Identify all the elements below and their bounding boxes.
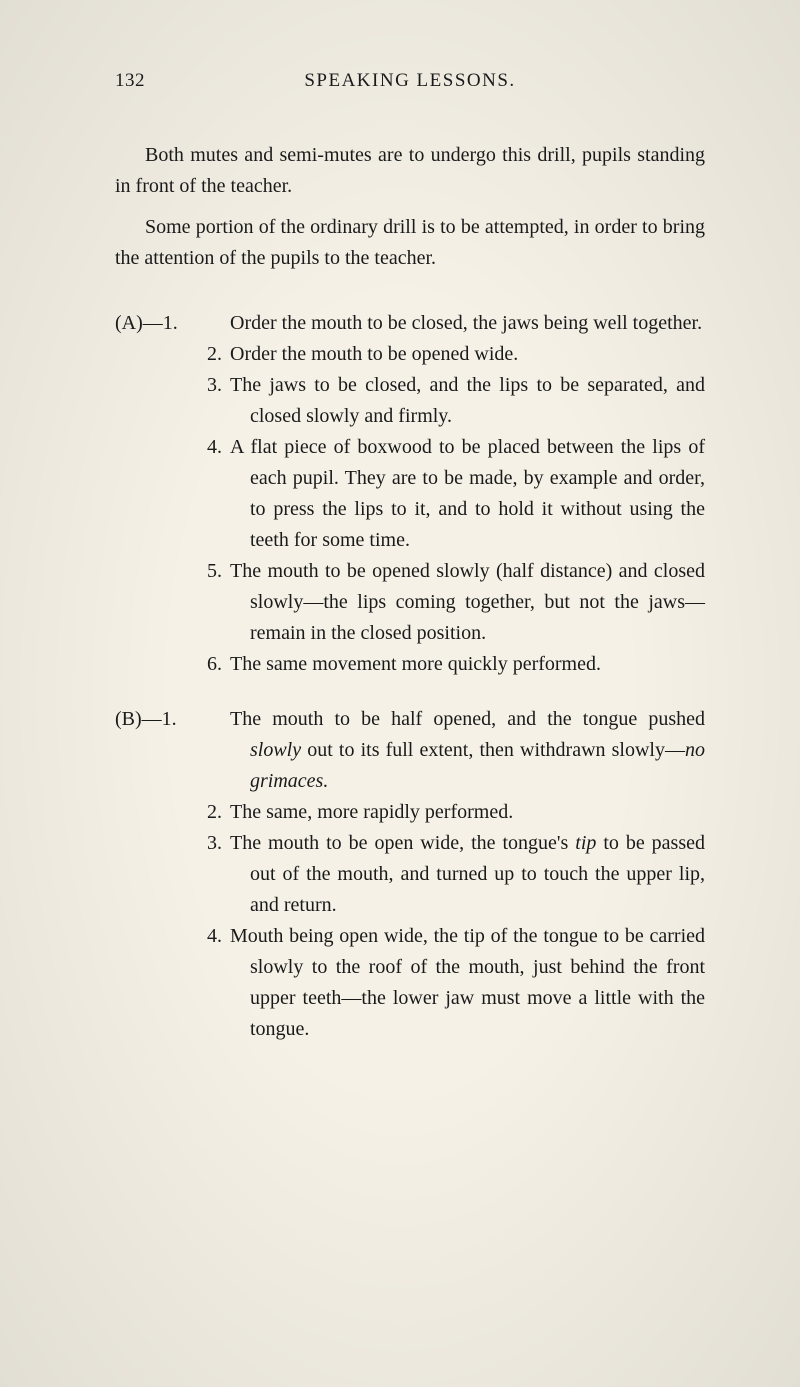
intro-paragraph-1: Both mutes and semi-mutes are to undergo… [115,140,705,202]
list-item-B2: 2. The same, more rapidly performed. [115,797,705,828]
list-item-B1: (B)—1. The mouth to be half opened, and … [115,704,705,797]
section-label-blank [115,432,200,556]
item-number: 4. [200,432,230,556]
item-text: The jaws to be closed, and the lips to b… [230,370,705,432]
item-text: A flat piece of boxwood to be placed bet… [230,432,705,556]
item-number: 4. [200,921,230,1045]
section-label-blank [115,339,200,370]
item-text: Order the mouth to be opened wide. [230,339,705,370]
page-number: 132 [115,70,145,92]
book-page: 132 SPEAKING LESSONS. Both mutes and sem… [0,0,800,1387]
section-label-blank [115,828,200,921]
section-label-B: (B)—1. [115,704,200,797]
section-label-blank [115,797,200,828]
item-number [200,308,230,339]
running-head: 132 SPEAKING LESSONS. [115,70,705,92]
item-text: The mouth to be opened slowly (half dist… [230,556,705,649]
item-number [200,704,230,797]
italic-text: tip [575,832,596,854]
page-header-title: SPEAKING LESSONS. [304,70,515,92]
section-label-blank [115,921,200,1045]
list-item-B4: 4. Mouth being open wide, the tip of the… [115,921,705,1045]
intro-paragraph-2: Some portion of the ordinary drill is to… [115,212,705,274]
list-item-A1: (A)—1. Order the mouth to be closed, the… [115,308,705,339]
section-gap [115,284,705,308]
list-item-A2: 2. Order the mouth to be opened wide. [115,339,705,370]
section-label-A: (A)—1. [115,308,200,339]
list-item-A3: 3. The jaws to be closed, and the lips t… [115,370,705,432]
text-fragment: The mouth to be half opened, and the ton… [230,708,705,730]
item-number: 3. [200,828,230,921]
list-item-A5: 5. The mouth to be opened slowly (half d… [115,556,705,649]
section-label-blank [115,370,200,432]
item-number: 6. [200,649,230,680]
item-text: The mouth to be half opened, and the ton… [230,704,705,797]
list-item-A6: 6. The same movement more quickly perfor… [115,649,705,680]
italic-text: slowly [250,739,301,761]
item-number: 2. [200,797,230,828]
text-fragment: out to its full extent, then withdrawn s… [301,739,685,761]
item-text: The same movement more quickly performed… [230,649,705,680]
item-text: Order the mouth to be closed, the jaws b… [230,308,705,339]
text-fragment: The mouth to be open wide, the tongue's [230,832,575,854]
item-number: 3. [200,370,230,432]
section-gap [115,680,705,704]
item-text: The same, more rapidly performed. [230,797,705,828]
item-text: Mouth being open wide, the tip of the to… [230,921,705,1045]
item-number: 5. [200,556,230,649]
section-label-blank [115,649,200,680]
header-spacer [675,70,705,92]
list-item-B3: 3. The mouth to be open wide, the tongue… [115,828,705,921]
item-number: 2. [200,339,230,370]
section-label-blank [115,556,200,649]
item-text: The mouth to be open wide, the tongue's … [230,828,705,921]
list-item-A4: 4. A flat piece of boxwood to be placed … [115,432,705,556]
